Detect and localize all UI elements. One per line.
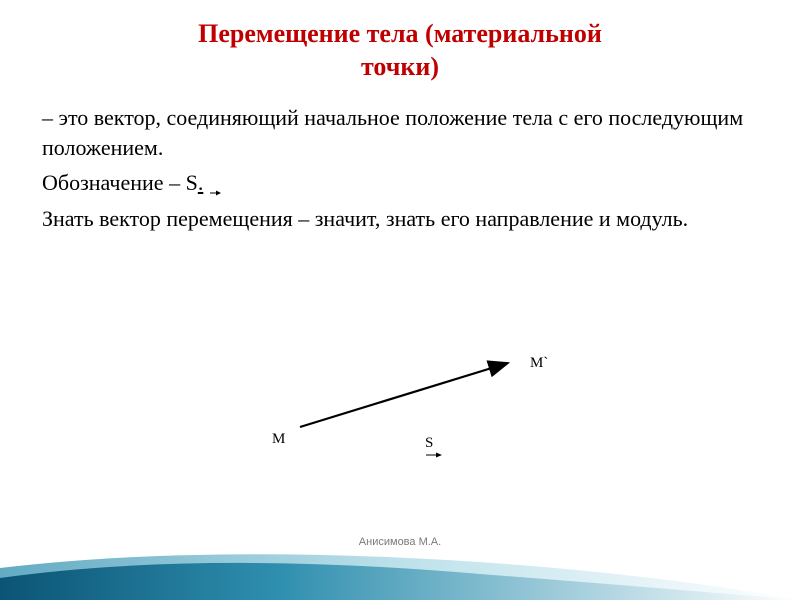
title-line2: точки) [361,52,439,81]
title-line1: Перемещение тела (материальной [198,19,602,48]
paragraph-meaning: Знать вектор перемещения – значит, знать… [42,204,758,234]
paragraph-definition: – это вектор, соединяющий начальное поло… [42,103,758,162]
decorative-swoosh [0,540,800,600]
notation-prefix: Обозначение – S [42,170,198,195]
notation-arrow-icon [209,188,223,196]
label-s: S [425,435,433,452]
label-m-start: M [272,431,285,448]
displacement-vector [300,363,508,427]
paragraph-notation: Обозначение – S. [42,168,758,198]
displacement-diagram: M M` S [260,345,580,465]
content-block: – это вектор, соединяющий начальное поло… [0,83,800,234]
notation-dot: . [198,170,204,195]
page-title: Перемещение тела (материальной точки) [0,0,800,83]
label-m-end: M` [530,355,548,372]
